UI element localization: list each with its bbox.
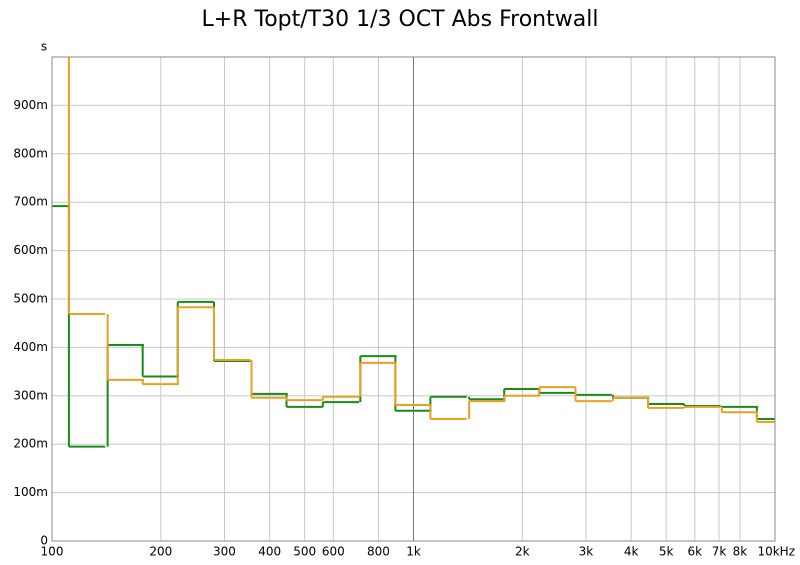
x-tick-label: 2k (515, 545, 530, 559)
y-unit: s (41, 40, 47, 54)
x-tick-label: 3k (579, 545, 594, 559)
plot-frame (51, 56, 776, 542)
x-tick-label: 500 (293, 545, 316, 559)
x-tick-label: 800 (367, 545, 390, 559)
y-tick-label: 800m (13, 146, 48, 160)
x-tick-label: 5k (659, 545, 674, 559)
x-tick-label: 600 (322, 545, 345, 559)
x-tick-label: 6k (688, 545, 703, 559)
grid (51, 57, 776, 542)
x-tick-label: 1k (406, 545, 421, 559)
x-tick-label: 300 (213, 545, 236, 559)
y-tick-label: 700m (13, 195, 48, 209)
y-tick-label: 300m (13, 388, 48, 402)
x-tick-label: 100 (41, 545, 64, 559)
chart-title: L+R Topt/T30 1/3 OCT Abs Frontwall (202, 7, 599, 32)
y-tick-label: 200m (13, 437, 48, 451)
x-tick-label: 10kHz (757, 545, 795, 559)
x-tick-label: 400 (258, 545, 281, 559)
x-tick-label: 4k (624, 545, 639, 559)
series-group (52, 57, 775, 448)
y-tick-label: 600m (13, 243, 48, 257)
x-tick-label: 8k (733, 545, 748, 559)
y-tick-label: 900m (13, 98, 48, 112)
y-tick-label: 100m (13, 485, 48, 499)
x-tick-label: 200 (149, 545, 172, 559)
x-tick-label: 7k (712, 545, 727, 559)
y-tick-label: 500m (13, 292, 48, 306)
y-tick-label: 400m (13, 340, 48, 354)
y-tick-label: 0 (40, 534, 48, 548)
